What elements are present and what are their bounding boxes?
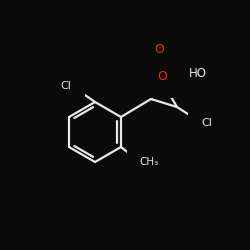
Text: O: O bbox=[157, 70, 167, 82]
Text: Cl: Cl bbox=[202, 118, 212, 128]
Text: HO: HO bbox=[189, 66, 207, 80]
Text: Cl: Cl bbox=[60, 81, 72, 91]
Text: O: O bbox=[154, 43, 164, 56]
Text: CH₃: CH₃ bbox=[139, 157, 158, 167]
